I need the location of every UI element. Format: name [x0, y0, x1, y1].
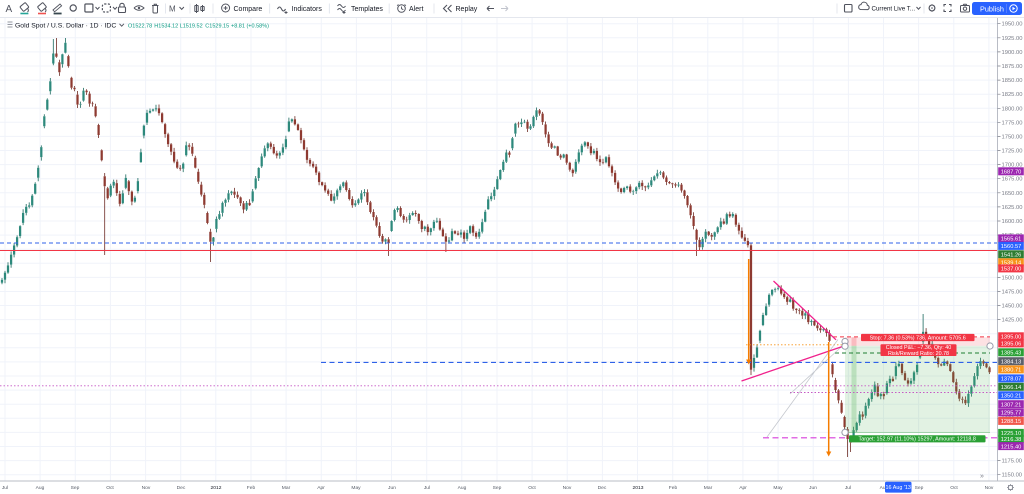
svg-text:Aug: Aug [458, 485, 467, 491]
svg-text:1850.00: 1850.00 [1002, 78, 1023, 84]
svg-text:Templates: Templates [351, 6, 383, 13]
svg-text:May: May [773, 485, 783, 491]
svg-text:Mar: Mar [282, 485, 291, 491]
svg-text:C1529.15: C1529.15 [205, 23, 229, 29]
svg-text:1216.38: 1216.38 [1001, 437, 1022, 443]
svg-text:1150.00: 1150.00 [1002, 473, 1023, 479]
svg-text:Stop: 7.36 (0.53%) 736, Amount: Stop: 7.36 (0.53%) 736, Amount: 5705.6 [870, 335, 966, 341]
svg-text:2013: 2013 [633, 485, 644, 491]
svg-text:Risk/Reward Ratio: 20.78: Risk/Reward Ratio: 20.78 [888, 351, 949, 357]
svg-text:1395.00: 1395.00 [1001, 335, 1022, 341]
svg-text:Gold Spot / U.S. Dollar · 1D ·: Gold Spot / U.S. Dollar · 1D · IDC [15, 23, 116, 30]
svg-text:1650.00: 1650.00 [1002, 191, 1023, 197]
svg-text:Apr: Apr [739, 485, 747, 491]
svg-text:Publish: Publish [980, 4, 1004, 13]
svg-text:Sep: Sep [493, 485, 502, 491]
svg-text:Current Live T...: Current Live T... [872, 6, 916, 13]
svg-text:1537.00: 1537.00 [1001, 267, 1022, 273]
svg-text:Aug: Aug [880, 485, 889, 491]
svg-text:Aug: Aug [36, 485, 45, 491]
svg-text:1378.07: 1378.07 [1001, 377, 1022, 383]
svg-text:Mar: Mar [704, 485, 713, 491]
svg-text:1600.00: 1600.00 [1002, 219, 1023, 225]
svg-text:Oct: Oct [106, 485, 114, 491]
svg-text:Dec: Dec [598, 485, 607, 491]
svg-text:Compare: Compare [234, 6, 263, 13]
svg-text:1700.00: 1700.00 [1002, 163, 1023, 169]
svg-text:1900.00: 1900.00 [1002, 50, 1023, 56]
svg-text:16 Aug '13: 16 Aug '13 [886, 485, 911, 491]
svg-text:1366.14: 1366.14 [1001, 385, 1022, 391]
svg-text:Target: 152.97 (11.10%) 15297,: Target: 152.97 (11.10%) 15297, Amount: 1… [859, 437, 976, 443]
svg-text:1825.00: 1825.00 [1002, 92, 1023, 98]
svg-text:Apr: Apr [317, 485, 325, 491]
svg-text:L1519.52: L1519.52 [180, 23, 203, 29]
svg-text:May: May [351, 485, 361, 491]
svg-text:1687.70: 1687.70 [1001, 170, 1022, 176]
svg-text:1750.00: 1750.00 [1002, 134, 1023, 140]
svg-text:1295.77: 1295.77 [1001, 411, 1022, 417]
svg-text:1560.57: 1560.57 [1001, 244, 1022, 250]
svg-text:Oct: Oct [950, 485, 958, 491]
svg-text:Jun: Jun [809, 485, 817, 491]
svg-text:1215.40: 1215.40 [1001, 444, 1022, 450]
svg-text:1625.00: 1625.00 [1002, 205, 1023, 211]
svg-text:1395.06: 1395.06 [1001, 342, 1022, 348]
svg-text:1384.13: 1384.13 [1001, 360, 1022, 366]
svg-text:1541.26: 1541.26 [1001, 253, 1022, 259]
svg-text:1675.00: 1675.00 [1002, 177, 1023, 183]
svg-text:Jun: Jun [388, 485, 396, 491]
svg-text:1565.61: 1565.61 [1001, 237, 1022, 243]
svg-text:1500.00: 1500.00 [1002, 275, 1023, 281]
svg-text:1800.00: 1800.00 [1002, 106, 1023, 112]
svg-text:1475.00: 1475.00 [1002, 290, 1023, 296]
svg-text:Indicators: Indicators [292, 6, 323, 13]
svg-text:+8.81 (+0.58%): +8.81 (+0.58%) [231, 23, 269, 29]
svg-text:M: M [169, 5, 176, 14]
svg-text:Jul: Jul [845, 485, 851, 491]
svg-text:A: A [6, 4, 13, 15]
svg-text:1775.00: 1775.00 [1002, 120, 1023, 126]
svg-text:2012: 2012 [211, 485, 222, 491]
svg-text:»: » [980, 473, 984, 480]
svg-text:1425.00: 1425.00 [1002, 318, 1023, 324]
svg-text:Replay: Replay [456, 6, 478, 13]
svg-text:O1522.78: O1522.78 [128, 23, 152, 29]
svg-text:1225.10: 1225.10 [1001, 431, 1022, 437]
svg-text:Sep: Sep [71, 485, 80, 491]
svg-text:1539.14: 1539.14 [1001, 261, 1022, 267]
svg-text:1350.21: 1350.21 [1001, 394, 1022, 400]
svg-text:Sep: Sep [915, 485, 924, 491]
svg-text:1450.00: 1450.00 [1002, 304, 1023, 310]
svg-text:Alert: Alert [409, 6, 423, 13]
svg-text:1175.00: 1175.00 [1002, 459, 1023, 465]
svg-text:1307.21: 1307.21 [1001, 403, 1022, 409]
svg-text:Closed P&L: −7.36, Qty: 40: Closed P&L: −7.36, Qty: 40 [886, 345, 951, 351]
svg-text:1385.43: 1385.43 [1001, 351, 1022, 357]
svg-text:Jul: Jul [2, 485, 8, 491]
svg-text:1288.15: 1288.15 [1001, 419, 1022, 425]
svg-text:Feb: Feb [669, 485, 678, 491]
svg-text:Nov: Nov [142, 485, 151, 491]
svg-text:Oct: Oct [528, 485, 536, 491]
svg-text:Nov: Nov [985, 485, 994, 491]
svg-text:1380.71: 1380.71 [1001, 368, 1022, 374]
svg-text:1875.00: 1875.00 [1002, 64, 1023, 70]
svg-text:H1534.12: H1534.12 [154, 23, 178, 29]
svg-text:Feb: Feb [247, 485, 256, 491]
svg-text:1725.00: 1725.00 [1002, 149, 1023, 155]
svg-text:Jul: Jul [424, 485, 430, 491]
svg-text:1925.00: 1925.00 [1002, 36, 1023, 42]
svg-text:Dec: Dec [177, 485, 186, 491]
svg-text:1950.00: 1950.00 [1002, 22, 1023, 28]
svg-text:Nov: Nov [563, 485, 572, 491]
